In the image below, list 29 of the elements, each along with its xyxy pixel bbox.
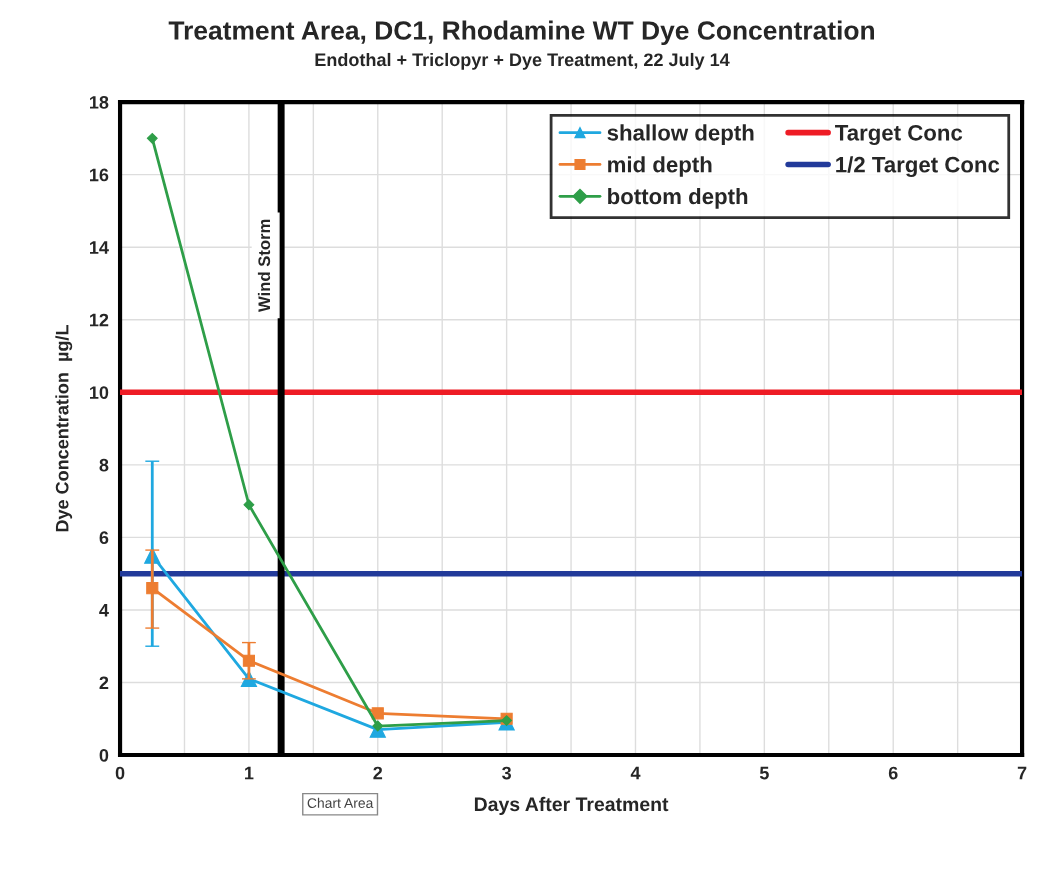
x-tick-label: 6: [888, 766, 898, 780]
chart-subtitle: Endothal + Triclopyr + Dye Treatment, 22 July 14: [315, 52, 730, 70]
legend-label: 1/2 Target Conc: [836, 156, 1000, 178]
x-tick-label: 3: [502, 766, 512, 780]
x-tick-label: 0: [115, 766, 125, 780]
ref-line-label: Wind Storm: [257, 219, 271, 312]
y-tick-label: 14: [90, 241, 109, 254]
y-tick-label: 4: [99, 604, 109, 617]
x-tick-label: 5: [759, 766, 769, 780]
y-tick-label: 10: [90, 386, 109, 399]
x-tick-label: 2: [373, 766, 383, 780]
legend-label: mid depth: [608, 156, 712, 177]
y-tick-label: 12: [90, 313, 109, 327]
x-tick-label: 4: [630, 766, 641, 780]
chart-title: Treatment Area, DC1, Rhodamine WT Dye Concentration: [168, 20, 874, 46]
y-tick-label: 6: [99, 531, 109, 545]
legend-label: Target Conc: [835, 124, 963, 146]
legend-label: shallow depth: [607, 124, 754, 146]
legend-label: bottom depth: [608, 187, 748, 209]
y-tick-label: 0: [99, 748, 109, 762]
y-tick-label: 8: [99, 458, 109, 472]
x-tick-label: 1: [245, 766, 254, 780]
y-tick-label: 16: [90, 168, 109, 182]
y-tick-label: 18: [90, 96, 109, 109]
text: Chart Area: [307, 797, 374, 808]
x-axis-title: Days After Treatment: [474, 796, 669, 815]
y-axis-title: Dye Concentration µg/L: [55, 325, 73, 532]
y-tick-label: 2: [99, 676, 109, 690]
x-tick-label: 7: [1017, 766, 1027, 780]
